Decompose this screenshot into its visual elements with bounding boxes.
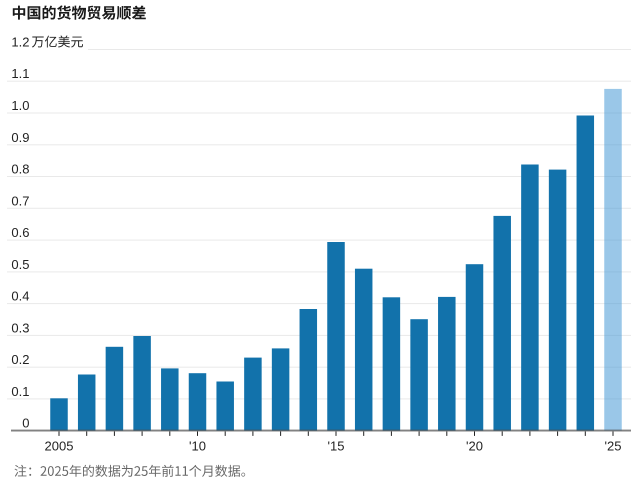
svg-text:0: 0 (22, 416, 29, 431)
svg-text:0.7: 0.7 (11, 193, 29, 208)
svg-text:0.5: 0.5 (11, 257, 29, 272)
svg-text:0.9: 0.9 (11, 130, 29, 145)
svg-text:0.6: 0.6 (11, 225, 29, 240)
svg-text:0.3: 0.3 (11, 320, 29, 335)
svg-text:1.0: 1.0 (11, 98, 29, 113)
svg-text:0.8: 0.8 (11, 162, 29, 177)
svg-text:'25: '25 (605, 438, 622, 453)
svg-text:0.1: 0.1 (11, 384, 29, 399)
svg-text:'10: '10 (189, 438, 206, 453)
svg-text:0.4: 0.4 (11, 289, 29, 304)
svg-text:'20: '20 (466, 438, 483, 453)
svg-text:1.2: 1.2 (11, 35, 29, 50)
svg-text:2005: 2005 (45, 438, 74, 453)
svg-text:'15: '15 (328, 438, 345, 453)
svg-text:1.1: 1.1 (11, 66, 29, 81)
svg-text:0.2: 0.2 (11, 352, 29, 367)
